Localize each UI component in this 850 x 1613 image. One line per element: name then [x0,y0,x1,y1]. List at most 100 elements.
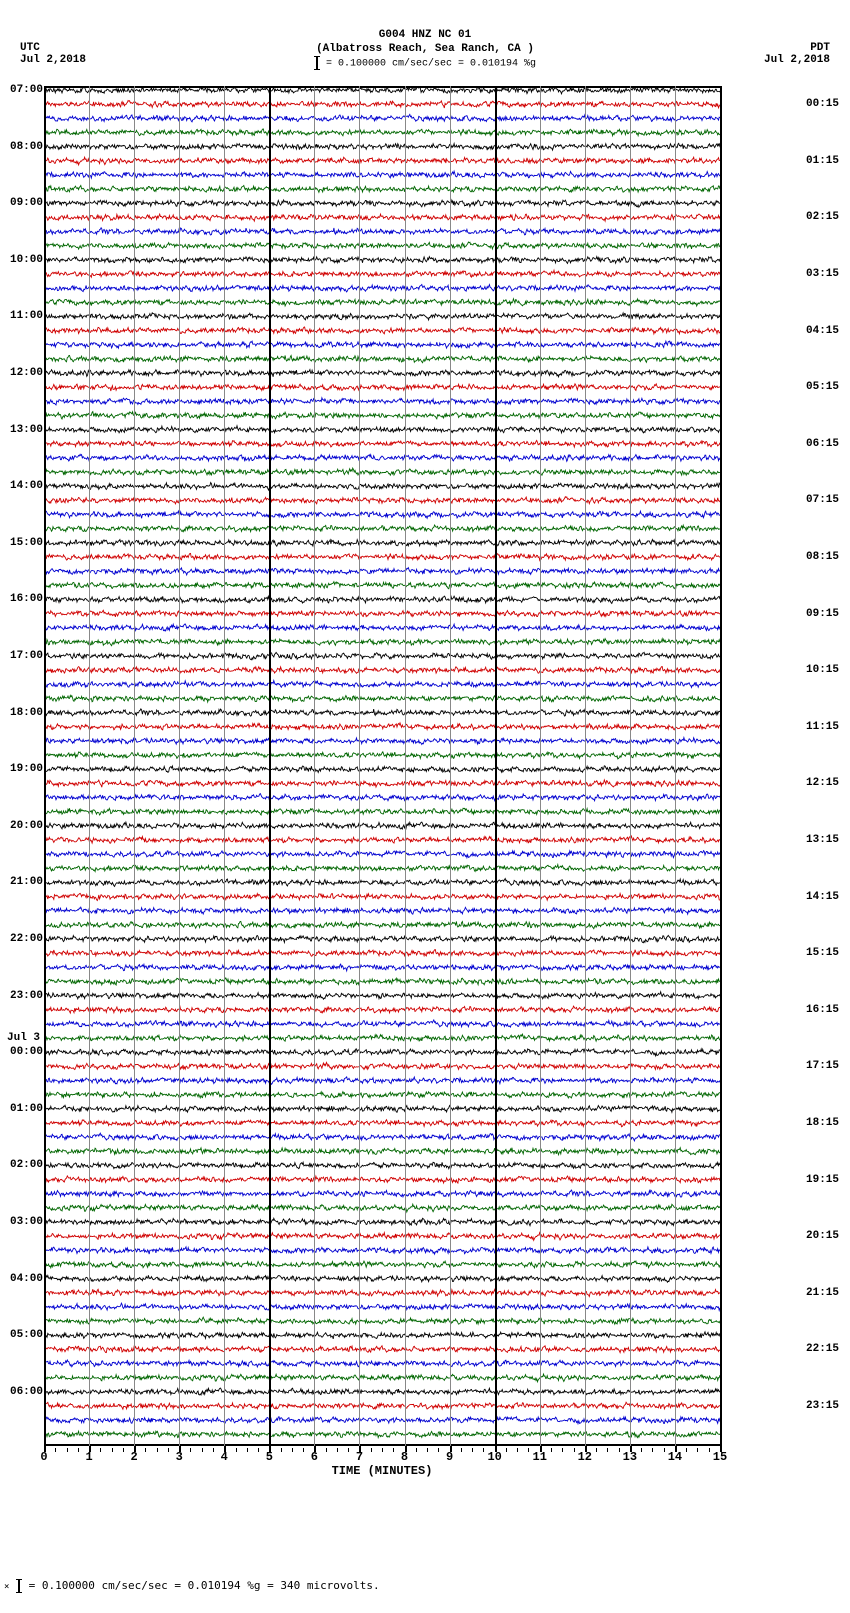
tick-minor [202,1448,203,1452]
seismic-trace [44,214,720,221]
right-timezone-block: PDT Jul 2,2018 [764,42,830,66]
seismic-trace [44,1077,720,1084]
tick-minor [393,1448,394,1452]
x-axis-label: 3 [176,1450,183,1464]
seismic-trace [44,1204,720,1212]
seismogram-plot-area [44,86,720,1446]
tick-minor [641,1448,642,1452]
seismic-trace [44,652,720,659]
left-time-label: 12:00 [10,367,43,379]
right-time-label: 03:15 [806,268,839,280]
left-time-label: 11:00 [10,310,43,322]
seismic-trace [44,992,720,999]
header-scale-text: = 0.100000 cm/sec/sec = 0.010194 %g [326,59,536,70]
grid-line [585,86,586,1446]
tick-minor [258,1448,259,1452]
right-time-label: 11:15 [806,721,839,733]
seismic-trace [44,441,720,448]
seismic-trace [44,497,720,504]
seismic-trace [44,681,720,688]
left-timezone-block: UTC Jul 2,2018 [20,42,86,66]
seismic-trace [44,313,720,320]
tick-minor [483,1448,484,1452]
seismic-trace [44,1402,720,1409]
right-time-label: 01:15 [806,155,839,167]
tick-minor [382,1448,383,1452]
seismic-trace [44,865,720,872]
left-time-label: 23:00 [10,990,43,1002]
seismic-trace [44,129,720,136]
x-axis-label: 4 [221,1450,228,1464]
tick-minor [145,1448,146,1452]
tick-minor [416,1448,417,1452]
tick-minor [100,1448,101,1452]
tick-minor [236,1448,237,1452]
seismic-trace [44,624,720,631]
tick-minor [112,1448,113,1452]
seismic-trace [44,186,720,193]
seismic-trace [44,1374,720,1382]
right-time-label: 06:15 [806,438,839,450]
right-tz-date: Jul 2,2018 [764,54,830,66]
seismic-trace [44,101,720,109]
left-time-label: 20:00 [10,820,43,832]
right-time-label: 00:15 [806,98,839,110]
footer-scale: × = 0.100000 cm/sec/sec = 0.010194 %g = … [4,1579,380,1593]
header-scale: = 0.100000 cm/sec/sec = 0.010194 %g [0,56,850,72]
tick-minor [686,1448,687,1452]
tick-minor [517,1448,518,1452]
left-time-label: 18:00 [10,707,43,719]
seismic-trace [44,483,720,491]
seismic-trace [44,355,720,362]
seismic-trace [44,836,720,843]
tick-minor [292,1448,293,1452]
right-time-label: 02:15 [806,211,839,223]
left-time-label: 08:00 [10,141,43,153]
tick-minor [157,1448,158,1452]
tick-minor [506,1448,507,1452]
tick-minor [461,1448,462,1452]
seismic-trace [44,1360,720,1367]
tick-minor [472,1448,473,1452]
grid-line [224,86,225,1446]
left-time-label: 02:00 [10,1159,43,1171]
footer-scale-text: = 0.100000 cm/sec/sec = 0.010194 %g = 34… [29,1579,380,1592]
seismic-trace [44,553,720,560]
seismic-trace [44,667,720,674]
right-time-label: 10:15 [806,664,839,676]
seismic-trace [44,610,720,617]
seismic-trace [44,1233,720,1241]
seismic-trace [44,766,720,773]
right-time-label: 09:15 [806,608,839,620]
seismic-trace [44,412,720,419]
tick-minor [213,1448,214,1452]
right-time-label: 20:15 [806,1230,839,1242]
tick-minor [652,1448,653,1452]
seismic-trace [44,921,720,928]
x-axis-title: TIME (MINUTES) [332,1464,433,1478]
seismic-trace [44,568,720,575]
seismic-trace [44,1289,720,1296]
right-time-label: 22:15 [806,1343,839,1355]
seismic-trace [44,780,720,787]
grid-line [179,86,180,1446]
tick-minor [574,1448,575,1452]
x-axis-label: 5 [266,1450,273,1464]
right-time-label: 19:15 [806,1174,839,1186]
seismic-trace [44,639,720,646]
seismic-trace [44,1417,720,1424]
x-axis-label: 15 [713,1450,727,1464]
x-axis-label: 9 [446,1450,453,1464]
grid-line [540,86,541,1446]
seismic-trace [44,299,720,306]
x-axis-label: 14 [668,1450,682,1464]
x-axis-label: 0 [40,1450,47,1464]
seismic-trace [44,950,720,957]
seismic-trace [44,907,720,914]
grid-line [359,86,360,1446]
right-time-label: 07:15 [806,494,839,506]
right-time-label: 08:15 [806,551,839,563]
seismic-trace [44,964,720,971]
tick-minor [247,1448,248,1452]
seismic-trace [44,398,720,405]
